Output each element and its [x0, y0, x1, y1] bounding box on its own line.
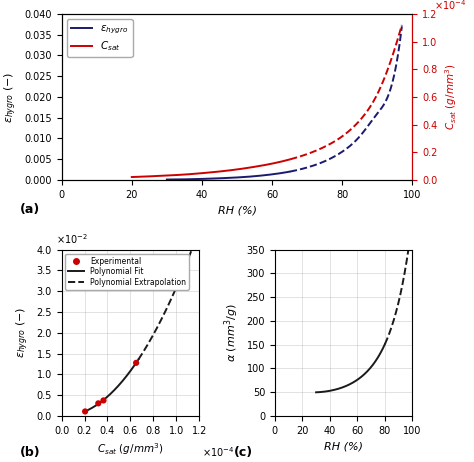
X-axis label: $C_{sat}$ $(g/mm^3)$: $C_{sat}$ $(g/mm^3)$	[97, 441, 164, 457]
X-axis label: RH (%): RH (%)	[218, 205, 256, 215]
Point	[132, 359, 140, 366]
Y-axis label: $C_{sat}$ $(g/mm^3)$: $C_{sat}$ $(g/mm^3)$	[443, 63, 459, 130]
Text: (b): (b)	[20, 446, 41, 459]
Y-axis label: $\varepsilon_{hygro}$ (−): $\varepsilon_{hygro}$ (−)	[2, 71, 18, 122]
Text: $\times10^{-4}$: $\times10^{-4}$	[434, 0, 467, 12]
Text: (a): (a)	[19, 203, 40, 216]
X-axis label: RH (%): RH (%)	[324, 441, 363, 451]
Legend: $\varepsilon_{hygro}$, $C_{sat}$: $\varepsilon_{hygro}$, $C_{sat}$	[67, 19, 133, 57]
Point	[94, 400, 102, 407]
Legend: Experimental, Polynomial Fit, Polynomial Extrapolation: Experimental, Polynomial Fit, Polynomial…	[65, 254, 189, 290]
Y-axis label: $\alpha$ $(mm^3/g)$: $\alpha$ $(mm^3/g)$	[222, 304, 241, 362]
Y-axis label: $\varepsilon_{hygro}$ (−): $\varepsilon_{hygro}$ (−)	[14, 307, 31, 359]
Text: $\times10^{-2}$: $\times10^{-2}$	[56, 232, 88, 246]
Text: $\times10^{-4}$: $\times10^{-4}$	[202, 445, 234, 459]
Text: (c): (c)	[234, 446, 253, 459]
Point	[100, 397, 107, 404]
Point	[82, 408, 89, 415]
